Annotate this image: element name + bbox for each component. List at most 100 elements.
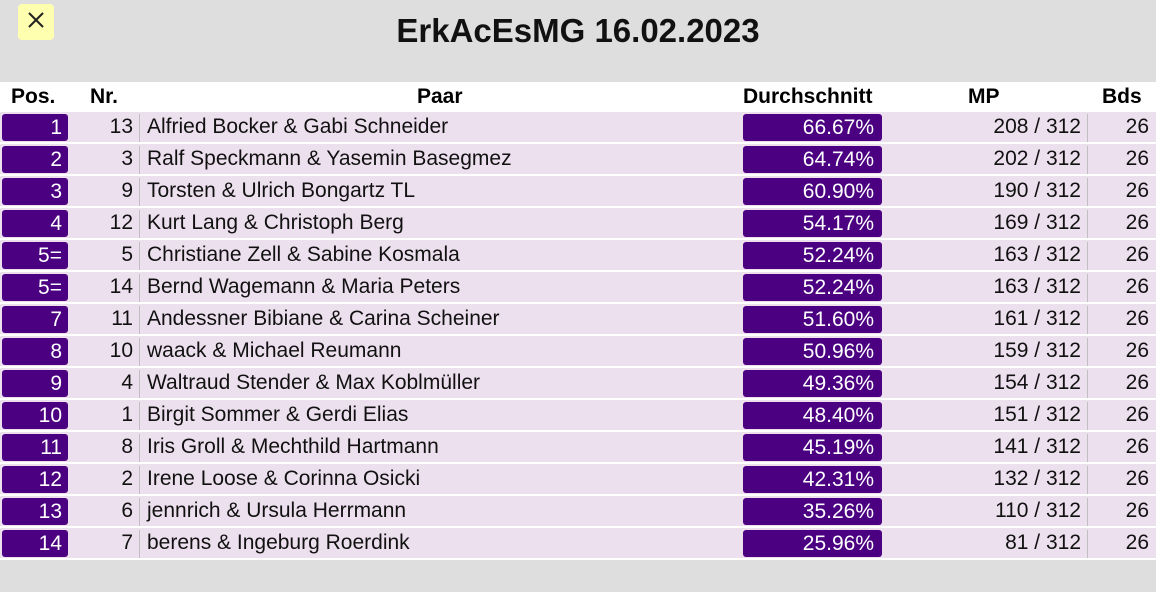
column-divider xyxy=(139,210,140,238)
table-row[interactable]: 9 4 Waltraud Stender & Max Koblmüller 49.36… xyxy=(0,368,1156,400)
boards-count: 26 xyxy=(1125,339,1149,362)
pair-name[interactable]: Bernd Wagemann & Maria Peters xyxy=(147,275,461,298)
position-badge: 2 xyxy=(2,146,68,173)
table-row[interactable]: 5= 5 Christiane Zell & Sabine Kosmala 52.24… xyxy=(0,240,1156,272)
header-nr[interactable]: Nr. xyxy=(90,85,119,108)
pair-number: 13 xyxy=(109,115,133,138)
boards-count: 26 xyxy=(1125,499,1149,522)
pair-number: 9 xyxy=(121,179,133,202)
matchpoints: 154 / 312 xyxy=(993,371,1081,394)
pair-name[interactable]: Alfried Bocker & Gabi Schneider xyxy=(147,115,449,138)
pair-name[interactable]: berens & Ingeburg Roerdink xyxy=(147,531,410,554)
table-row[interactable]: 4 12 Kurt Lang & Christoph Berg 54.17% 169 /… xyxy=(0,208,1156,240)
table-row[interactable]: 3 9 Torsten & Ulrich Bongartz TL 60.90% 190 … xyxy=(0,176,1156,208)
boards-count: 26 xyxy=(1125,467,1149,490)
column-divider xyxy=(1087,210,1088,238)
average-badge: 49.36% xyxy=(743,370,882,397)
header-pos[interactable]: Pos. xyxy=(11,85,56,108)
average-badge: 54.17% xyxy=(743,210,882,237)
column-divider xyxy=(1087,338,1088,366)
column-divider xyxy=(1087,178,1088,206)
position-badge: 8 xyxy=(2,338,68,365)
table-row[interactable]: 1 13 Alfried Bocker & Gabi Schneider 66.67%… xyxy=(0,112,1156,144)
average-badge: 60.90% xyxy=(743,178,882,205)
pair-number: 6 xyxy=(121,499,133,522)
pair-number: 8 xyxy=(121,435,133,458)
boards-count: 26 xyxy=(1125,179,1149,202)
pair-name[interactable]: Irene Loose & Corinna Osicki xyxy=(147,467,421,490)
column-divider xyxy=(1087,242,1088,270)
column-divider xyxy=(139,530,140,558)
table-row[interactable]: 2 3 Ralf Speckmann & Yasemin Basegmez 64.74… xyxy=(0,144,1156,176)
close-icon xyxy=(26,10,46,35)
position-badge: 14 xyxy=(2,530,68,557)
header-durchschnitt[interactable]: Durchschnitt xyxy=(743,85,873,108)
table-row[interactable]: 7 11 Andessner Bibiane & Carina Scheiner 51… xyxy=(0,304,1156,336)
column-divider xyxy=(1087,498,1088,526)
pair-name[interactable]: Kurt Lang & Christoph Berg xyxy=(147,211,404,234)
boards-count: 26 xyxy=(1125,275,1149,298)
pair-name[interactable]: Birgit Sommer & Gerdi Elias xyxy=(147,403,409,426)
table-header: Pos. Nr. Paar Durchschnitt MP Bds xyxy=(0,82,1156,112)
matchpoints: 169 / 312 xyxy=(993,211,1081,234)
column-divider xyxy=(1087,114,1088,142)
matchpoints: 110 / 312 xyxy=(994,499,1081,522)
header-bds[interactable]: Bds xyxy=(1102,85,1142,108)
average-badge: 35.26% xyxy=(743,498,882,525)
average-badge: 25.96% xyxy=(743,530,882,557)
average-badge: 42.31% xyxy=(743,466,882,493)
table-row[interactable]: 8 10 waack & Michael Reumann 50.96% 159 / 31… xyxy=(0,336,1156,368)
position-badge: 5= xyxy=(2,242,68,269)
average-badge: 52.24% xyxy=(743,242,882,269)
pair-number: 3 xyxy=(121,147,133,170)
matchpoints: 202 / 312 xyxy=(993,147,1081,170)
table-row[interactable]: 13 6 jennrich & Ursula Herrmann 35.26% 110 /… xyxy=(0,496,1156,528)
close-button[interactable] xyxy=(18,4,54,40)
boards-count: 26 xyxy=(1125,147,1149,170)
matchpoints: 81 / 312 xyxy=(1005,531,1081,554)
boards-count: 26 xyxy=(1125,211,1149,234)
header-paar[interactable]: Paar xyxy=(417,85,463,108)
boards-count: 26 xyxy=(1125,371,1149,394)
pair-name[interactable]: jennrich & Ursula Herrmann xyxy=(147,499,407,522)
pair-number: 14 xyxy=(109,275,133,298)
pair-number: 7 xyxy=(121,531,133,554)
header-mp[interactable]: MP xyxy=(968,85,1000,108)
pair-name[interactable]: Iris Groll & Mechthild Hartmann xyxy=(147,435,439,458)
pair-name[interactable]: Torsten & Ulrich Bongartz TL xyxy=(147,179,416,202)
pair-name[interactable]: Ralf Speckmann & Yasemin Basegmez xyxy=(147,147,512,170)
column-divider xyxy=(1087,306,1088,334)
column-divider xyxy=(139,274,140,302)
position-badge: 5= xyxy=(2,274,68,301)
pair-name[interactable]: waack & Michael Reumann xyxy=(147,339,402,362)
matchpoints: 141 / 312 xyxy=(993,435,1081,458)
position-badge: 4 xyxy=(2,210,68,237)
matchpoints: 161 / 312 xyxy=(993,307,1081,330)
matchpoints: 163 / 312 xyxy=(993,275,1081,298)
boards-count: 26 xyxy=(1125,531,1149,554)
matchpoints: 132 / 312 xyxy=(993,467,1081,490)
pair-number: 12 xyxy=(109,211,133,234)
table-row[interactable]: 12 2 Irene Loose & Corinna Osicki 42.31% 132… xyxy=(0,464,1156,496)
pair-name[interactable]: Waltraud Stender & Max Koblmüller xyxy=(147,371,481,394)
pair-name[interactable]: Andessner Bibiane & Carina Scheiner xyxy=(147,307,500,330)
page-title: ErkAcEsMG 16.02.2023 xyxy=(396,12,760,49)
table-row[interactable]: 5= 14 Bernd Wagemann & Maria Peters 52.24% 1… xyxy=(0,272,1156,304)
matchpoints: 190 / 312 xyxy=(993,179,1081,202)
average-badge: 52.24% xyxy=(743,274,882,301)
boards-count: 26 xyxy=(1125,435,1149,458)
matchpoints: 208 / 312 xyxy=(993,115,1081,138)
column-divider xyxy=(1087,370,1088,398)
boards-count: 26 xyxy=(1125,243,1149,266)
column-divider xyxy=(139,338,140,366)
table-row[interactable]: 11 8 Iris Groll & Mechthild Hartmann 45.19%… xyxy=(0,432,1156,464)
column-divider xyxy=(139,178,140,206)
table-row[interactable]: 10 1 Birgit Sommer & Gerdi Elias 48.40% 151 … xyxy=(0,400,1156,432)
pair-name[interactable]: Christiane Zell & Sabine Kosmala xyxy=(147,243,460,266)
table-row[interactable]: 14 7 berens & Ingeburg Roerdink 25.96% 81 / … xyxy=(0,528,1156,560)
position-badge: 13 xyxy=(2,498,68,525)
boards-count: 26 xyxy=(1125,115,1149,138)
column-divider xyxy=(139,242,140,270)
position-badge: 7 xyxy=(2,306,68,333)
position-badge: 10 xyxy=(2,402,68,429)
